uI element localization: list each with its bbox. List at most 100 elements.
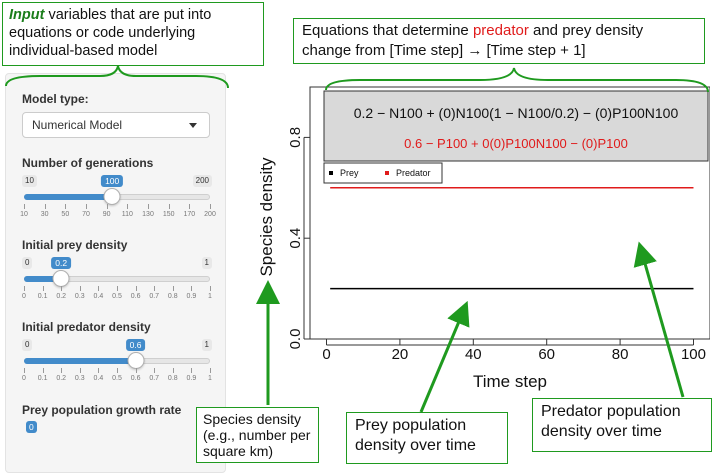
y-axis-title: Species density	[257, 157, 276, 277]
input-annotation-text: variables that are put into equations or…	[9, 7, 212, 59]
slider-tick-label: 200	[204, 211, 216, 218]
slider-fill	[24, 358, 136, 364]
slider-tick	[61, 368, 63, 373]
equations-annotation-pre: Equations that determine	[302, 22, 473, 39]
generations-slider[interactable]: 10 200 100 10 30 50 70 90 110 130 150 170 200	[20, 175, 216, 225]
slider-tick	[191, 286, 193, 291]
input-emphasis: Input	[9, 7, 45, 23]
x-axis: 0 20 40 60 80 100	[322, 339, 706, 363]
generations-label: Number of generations	[22, 156, 154, 170]
x-tick-label: 0	[322, 346, 330, 363]
slider-ticks	[24, 204, 211, 210]
population-chart: 0.2 − N100 + (0)N100(1 − N100/0.2) − (0)…	[257, 86, 710, 391]
slider-handle[interactable]	[103, 188, 121, 205]
slider-tick	[189, 204, 191, 209]
slider-tick	[24, 204, 25, 209]
slider-min-label: 10	[22, 175, 37, 187]
slider-handle[interactable]	[52, 270, 70, 287]
prey-growth-value-label: 0	[26, 421, 37, 433]
chevron-down-icon	[189, 123, 197, 128]
slider-tick	[42, 368, 44, 373]
slider-tick-label: 1	[208, 293, 212, 300]
slider-tick	[191, 368, 193, 373]
slider-tick-label: 0.7	[149, 293, 160, 300]
slider-tick	[61, 286, 63, 291]
slider-handle[interactable]	[127, 352, 145, 369]
slider-tick	[148, 204, 149, 209]
slider-tick-label: 150	[162, 211, 175, 218]
x-tick-label: 100	[681, 346, 706, 363]
y-tick-label: 0.0	[287, 329, 304, 350]
slider-tick	[65, 204, 67, 209]
slider-min-label: 0	[22, 257, 33, 269]
slider-tick-label: 0.9	[186, 375, 197, 382]
prey-growth-label: Prey population growth rate	[22, 403, 182, 417]
slider-tick	[79, 286, 81, 291]
slider-tick-label: 0.1	[37, 293, 48, 300]
slider-tick-labels: 0 0.1 0.2 0.3 0.4 0.5 0.6 0.7 0.8 0.9 1	[22, 293, 212, 303]
model-type-label: Model type:	[22, 92, 89, 106]
slider-tick	[154, 368, 156, 373]
initial-predator-slider[interactable]: 0 1 0.6 0 0.1 0.2 0.3 0.4 0.5 0.6 0.7 0.8 0.9 1	[22, 339, 212, 389]
slider-tick-label: 0.4	[93, 293, 104, 300]
slider-tick	[98, 286, 100, 291]
slider-tick-label: 0.9	[186, 293, 197, 300]
initial-prey-slider[interactable]: 0 1 0.2 0 0.1 0.2 0.3 0.4 0.5 0.6 0.7 0.8 0.9 1	[22, 257, 212, 307]
equations-annotation-post: and prey density change from [Time step]…	[302, 22, 644, 59]
slider-tick	[210, 286, 211, 291]
legend-prey-label: Prey	[340, 168, 359, 178]
slider-tick	[172, 286, 174, 291]
equations-annotation: Equations that determine predator and pr…	[293, 18, 705, 64]
slider-tick-label: 0	[22, 375, 26, 382]
slider-tick-label: 0.6	[130, 375, 141, 382]
chart-series	[330, 187, 694, 290]
slider-value-label: 0.2	[51, 257, 72, 269]
species-density-annotation-text: Species density (e.g., number per square…	[203, 411, 311, 459]
model-type-select[interactable]: Numerical Model	[22, 112, 210, 138]
slider-tick-labels: 0 0.1 0.2 0.3 0.4 0.5 0.6 0.7 0.8 0.9 1	[22, 375, 212, 385]
x-tick-label: 60	[538, 346, 555, 363]
input-panel: Model type: Numerical Model Number of ge…	[5, 73, 226, 473]
slider-max-label: 1	[201, 257, 212, 269]
slider-tick-label: 0.5	[112, 293, 122, 300]
prey-equation: 0.2 − N100 + (0)N100(1 − N100/0.2) − (0)…	[354, 105, 679, 121]
slider-tick-label: 170	[183, 211, 196, 218]
slider-ticks	[24, 286, 211, 292]
predator-equation: 0.6 − P100 + 0(0)P100N100 − (0)P100	[404, 136, 628, 151]
slider-tick-labels: 10 30 50 70 90 110 130 150 170 200	[20, 211, 216, 221]
slider-tick-label: 0.1	[37, 375, 48, 382]
x-tick-label: 40	[465, 346, 482, 363]
slider-max-label: 1	[201, 339, 212, 351]
slider-tick-label: 0	[22, 293, 26, 300]
predator-population-annotation: Predator population density over time	[532, 398, 712, 452]
slider-tick	[172, 368, 174, 373]
slider-fill	[24, 194, 113, 200]
slider-tick-label: 1	[208, 375, 212, 382]
slider-value-label: 100	[101, 175, 124, 187]
slider-tick	[79, 368, 81, 373]
slider-tick-label: 70	[82, 211, 90, 218]
slider-ticks	[24, 368, 211, 374]
input-variables-annotation: Input variables that are put into equati…	[2, 2, 264, 66]
y-axis: 0.0 0.4 0.8	[287, 127, 310, 349]
slider-min-label: 0	[22, 339, 33, 351]
slider-tick	[127, 204, 129, 209]
slider-tick	[135, 368, 137, 373]
model-type-value: Numerical Model	[32, 118, 123, 132]
slider-tick-label: 0.4	[93, 375, 104, 382]
legend-predator-label: Predator	[396, 168, 431, 178]
slider-tick-label: 0.2	[56, 293, 67, 300]
slider-tick	[44, 204, 46, 209]
equations-annotation-predator: predator	[472, 22, 529, 39]
prey-population-annotation: Prey population density over time	[346, 412, 508, 464]
slider-tick	[24, 286, 25, 291]
legend-prey-swatch	[329, 171, 333, 175]
initial-prey-label: Initial prey density	[22, 238, 128, 252]
slider-tick-label: 0.8	[167, 375, 178, 382]
slider-tick	[24, 368, 25, 373]
slider-value-label: 0.6	[125, 339, 146, 351]
slider-tick	[42, 286, 44, 291]
chart-legend	[323, 162, 443, 184]
slider-tick	[117, 368, 118, 373]
slider-tick	[210, 204, 211, 209]
